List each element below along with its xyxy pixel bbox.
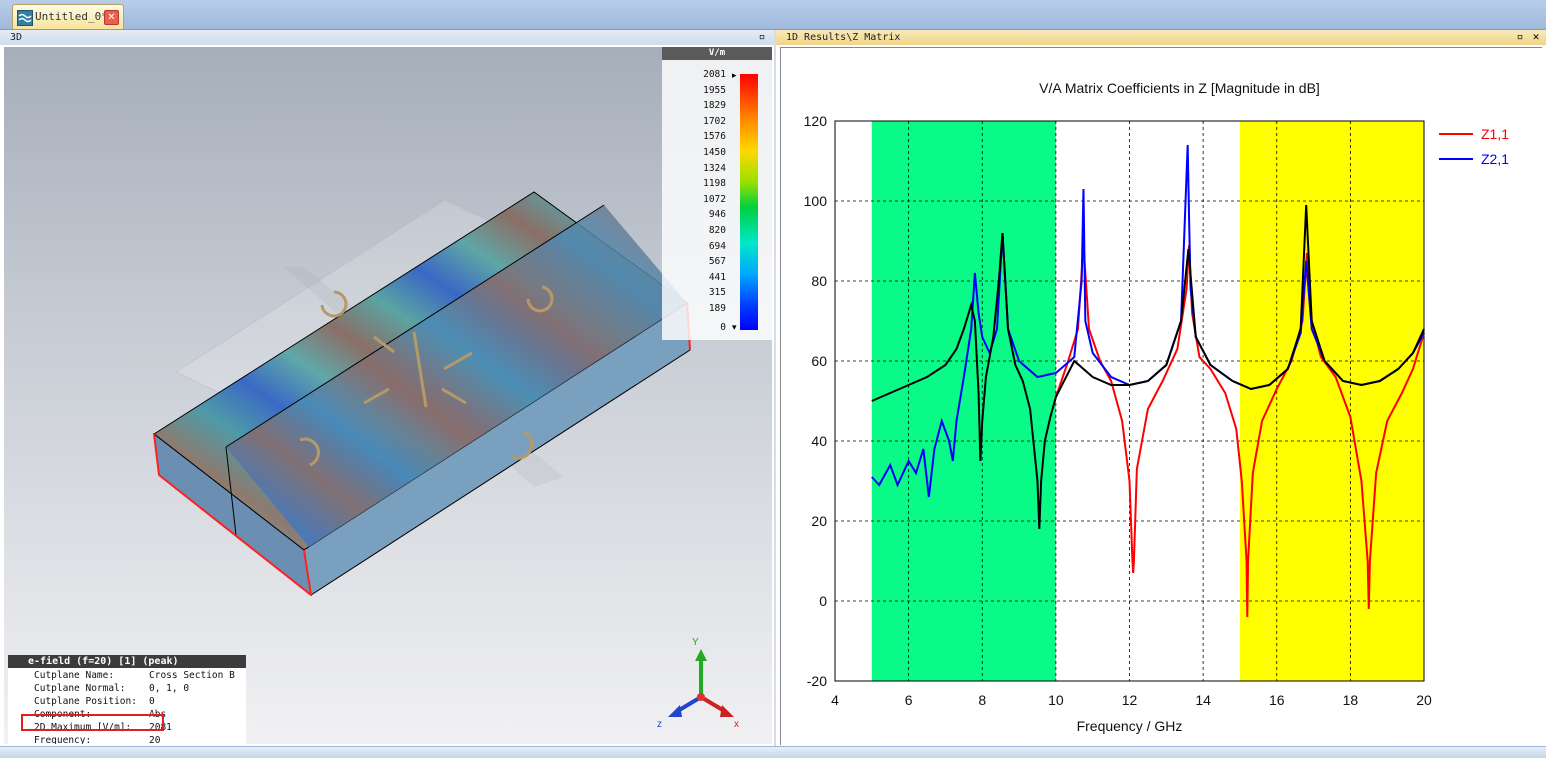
legend-value: 567 <box>708 256 726 268</box>
y-tick-label: 40 <box>811 433 827 449</box>
y-tick-label: 60 <box>811 353 827 369</box>
legend-value: 315 <box>708 287 726 299</box>
axis-triad: Y x z <box>657 637 739 730</box>
pane-title: 3D <box>10 32 23 43</box>
x-tick-label: 18 <box>1343 692 1359 708</box>
series-line <box>1054 244 1425 618</box>
x-tick-label: 14 <box>1195 692 1211 708</box>
y-tick-label: 20 <box>811 513 827 529</box>
x-tick-label: 6 <box>905 692 913 708</box>
x-axis-label: Frequency / GHz <box>1077 718 1183 734</box>
plot-area: 4 6 8 10 12 14 16 18 20 -20 0 20 40 60 80 100 120 V/A Mat… <box>780 47 1542 745</box>
legend-label: Z2,1 <box>1481 151 1509 167</box>
info-value: 2081 <box>149 722 172 733</box>
plot-frame <box>834 120 1425 682</box>
legend-value: 1072 <box>703 193 726 205</box>
x-tick-label: 4 <box>831 692 839 708</box>
x-tick-label: 12 <box>1122 692 1138 708</box>
rotate-handles <box>299 285 554 467</box>
chart-title: V/A Matrix Coefficients in Z [Magnitude … <box>1039 80 1320 96</box>
legend-value: 441 <box>708 271 726 283</box>
document-tab-title: Untitled_0* <box>35 10 108 23</box>
axis-y-label: Y <box>692 637 699 648</box>
document-tab-bar: Untitled_0* ✕ <box>0 0 1546 30</box>
y-tick-label: 0 <box>819 593 827 609</box>
legend-value: 0 <box>720 322 726 333</box>
x-tick-label: 16 <box>1269 692 1285 708</box>
legend-value: 189 <box>708 303 726 314</box>
y-tick-label: 120 <box>804 113 828 129</box>
x-tick-label: 8 <box>978 692 986 708</box>
axis-z-label: z <box>657 719 662 730</box>
legend-value: 1198 <box>703 178 726 190</box>
info-label: Frequency: <box>34 735 92 744</box>
legend-value: 1955 <box>703 84 726 96</box>
color-legend: V/m 2081 1955 1829 1702 1576 1450 1324 1198 1072… <box>662 47 772 340</box>
legend-value: 1576 <box>703 131 726 143</box>
y-tick-label: 80 <box>811 273 827 289</box>
legend-value: 1324 <box>703 162 726 174</box>
legend-min-marker[interactable]: ▾ <box>732 323 737 333</box>
axis-x-label: x <box>734 719 739 730</box>
info-value: 0, 1, 0 <box>149 683 190 694</box>
legend-label: Z1,1 <box>1481 126 1509 142</box>
view-3d-pane: 3D ▫ <box>0 30 774 746</box>
info-value: 0 <box>149 696 155 707</box>
maximize-icon[interactable]: ▫ <box>758 30 766 43</box>
y-tick-label: 100 <box>804 193 828 209</box>
legend-value: 1702 <box>703 115 726 127</box>
series-line <box>871 204 1425 530</box>
legend-value: 946 <box>708 209 726 221</box>
legend-value: 1450 <box>703 147 726 158</box>
x-tick-label: 20 <box>1416 692 1432 708</box>
close-icon[interactable]: ✕ <box>1532 30 1540 43</box>
legend-unit: V/m <box>662 47 772 60</box>
status-bar <box>0 746 1546 758</box>
info-label: Cutplane Name: <box>34 670 115 681</box>
info-value: 20 <box>149 735 161 744</box>
x-tick-label: 10 <box>1048 692 1064 708</box>
legend-value: 694 <box>708 240 726 252</box>
pane-title: 1D Results\Z Matrix <box>786 32 901 43</box>
app-icon <box>17 10 33 26</box>
legend-value: 820 <box>708 225 726 236</box>
results-1d-pane: 1D Results\Z Matrix ▫ ✕ 4 6 8 10 12 14 16 18 20 -… <box>776 30 1546 746</box>
3d-scene: Y x z <box>153 191 739 730</box>
maximize-icon[interactable]: ▫ <box>1516 30 1524 43</box>
legend-value: 2081 <box>703 69 726 80</box>
info-value: Cross Section B <box>149 670 235 681</box>
frequency-highlight <box>21 714 164 731</box>
y-tick-label: -20 <box>807 673 827 689</box>
info-title: e-field (f=20) [1] (peak) <box>8 655 246 668</box>
chart-band <box>1239 121 1424 681</box>
3d-viewport[interactable]: Y x z V/m 2081 1955 1829 1702 1576 1450 1324 11… <box>4 47 772 744</box>
z-matrix-chart[interactable]: 4 6 8 10 12 14 16 18 20 -20 0 20 40 60 80 100 120 V/A Mat… <box>781 48 1542 745</box>
results-1d-header: 1D Results\Z Matrix ▫ ✕ <box>776 30 1546 45</box>
legend-max-marker[interactable]: ▸ <box>732 71 737 81</box>
info-label: Cutplane Position: <box>34 696 137 707</box>
legend-value: 1829 <box>703 100 726 112</box>
info-label: Cutplane Normal: <box>34 683 126 694</box>
close-icon[interactable]: ✕ <box>104 10 119 25</box>
chart-band <box>871 121 1056 681</box>
legend-color-bar <box>740 74 758 330</box>
document-tab[interactable]: Untitled_0* ✕ <box>12 4 124 29</box>
view-3d-header: 3D ▫ <box>0 30 774 45</box>
info-label: 2D Maximum [V/m]: <box>34 722 132 733</box>
